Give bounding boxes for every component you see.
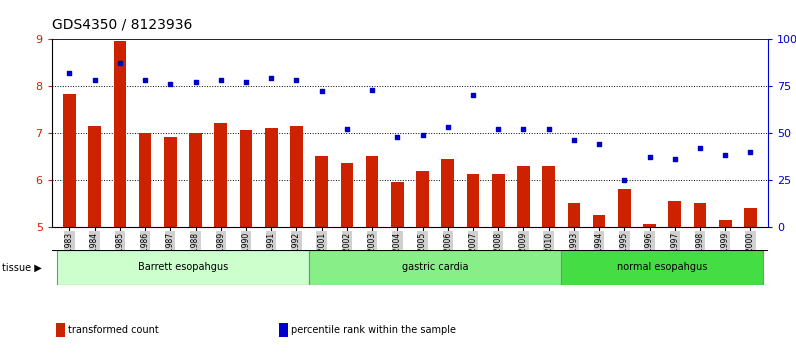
Point <box>669 156 681 162</box>
Point <box>114 61 127 66</box>
Bar <box>309 250 561 285</box>
Bar <box>139 133 151 227</box>
Point <box>492 126 505 132</box>
Point <box>189 79 202 85</box>
Bar <box>643 224 656 227</box>
Bar <box>719 219 732 227</box>
Text: tissue ▶: tissue ▶ <box>2 262 41 272</box>
Point <box>290 78 302 83</box>
Bar <box>265 128 278 227</box>
Bar <box>88 126 101 227</box>
Bar <box>466 174 479 227</box>
Point <box>315 88 328 94</box>
Bar <box>568 203 580 227</box>
Point <box>365 87 378 92</box>
Point <box>240 79 252 85</box>
Point <box>416 132 429 137</box>
Bar <box>114 41 126 227</box>
Point <box>466 92 479 98</box>
Point <box>744 149 757 154</box>
Bar <box>63 94 76 227</box>
Point <box>593 141 606 147</box>
Point <box>693 145 706 150</box>
Bar <box>315 156 328 227</box>
Point <box>63 70 76 75</box>
Point <box>618 177 630 183</box>
Text: Barrett esopahgus: Barrett esopahgus <box>138 262 228 272</box>
Bar <box>542 166 555 227</box>
Bar <box>366 156 378 227</box>
Bar <box>618 189 630 227</box>
Bar <box>669 201 681 227</box>
Bar <box>517 166 530 227</box>
Text: normal esopahgus: normal esopahgus <box>617 262 708 272</box>
Bar <box>57 250 309 285</box>
Point <box>88 78 101 83</box>
Point <box>265 75 278 81</box>
Point <box>517 126 530 132</box>
Text: percentile rank within the sample: percentile rank within the sample <box>291 325 455 335</box>
Point <box>568 137 580 143</box>
Text: transformed count: transformed count <box>68 325 158 335</box>
Bar <box>214 123 227 227</box>
Point <box>214 78 227 83</box>
Point <box>719 153 732 158</box>
Bar <box>561 250 763 285</box>
Point <box>139 78 151 83</box>
Bar <box>694 203 706 227</box>
Bar <box>492 174 505 227</box>
Bar <box>189 133 202 227</box>
Point <box>442 124 455 130</box>
Point <box>643 154 656 160</box>
Point <box>542 126 555 132</box>
Bar <box>442 159 454 227</box>
Text: GDS4350 / 8123936: GDS4350 / 8123936 <box>52 18 192 32</box>
Bar <box>290 126 302 227</box>
Bar <box>240 130 252 227</box>
Bar <box>391 182 404 227</box>
Point <box>341 126 353 132</box>
Bar <box>593 215 606 227</box>
Point <box>391 134 404 139</box>
Text: gastric cardia: gastric cardia <box>402 262 468 272</box>
Bar <box>341 163 353 227</box>
Bar <box>164 137 177 227</box>
Point <box>164 81 177 87</box>
Bar <box>744 208 757 227</box>
Bar <box>416 171 429 227</box>
